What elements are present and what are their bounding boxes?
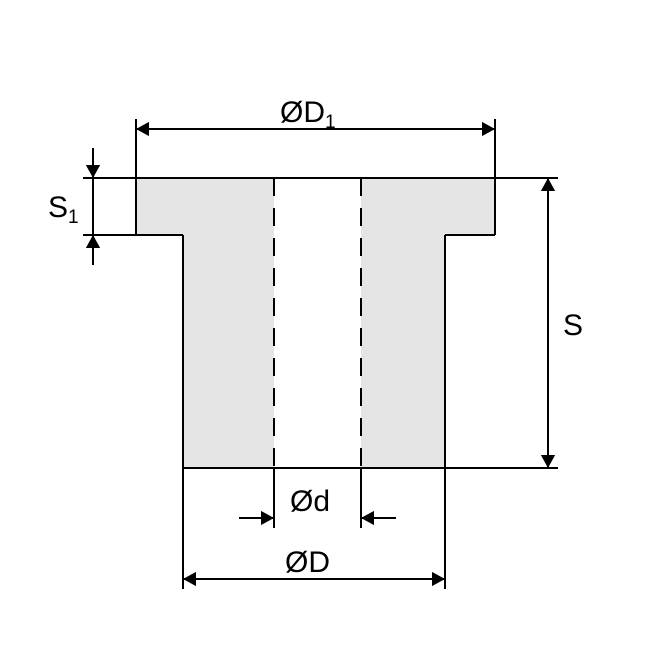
- dim-label-d: Ød: [290, 485, 330, 518]
- dim-label-D1: ØD1: [280, 96, 336, 133]
- dim-label-S: S: [563, 309, 583, 342]
- arrowhead: [86, 235, 100, 248]
- bore-fill: [274, 178, 361, 468]
- arrowhead: [432, 572, 445, 586]
- arrowhead: [183, 572, 196, 586]
- arrowhead: [482, 122, 495, 136]
- arrowhead: [361, 511, 374, 525]
- dim-label-S1: S1: [48, 191, 79, 228]
- arrowhead: [541, 455, 555, 468]
- arrowhead: [541, 178, 555, 191]
- bushing-diagram: ØD1 S1 S Ød ØD: [0, 0, 671, 670]
- arrowhead: [136, 122, 149, 136]
- dim-label-D: ØD: [285, 546, 330, 579]
- arrowhead: [261, 511, 274, 525]
- arrowhead: [86, 165, 100, 178]
